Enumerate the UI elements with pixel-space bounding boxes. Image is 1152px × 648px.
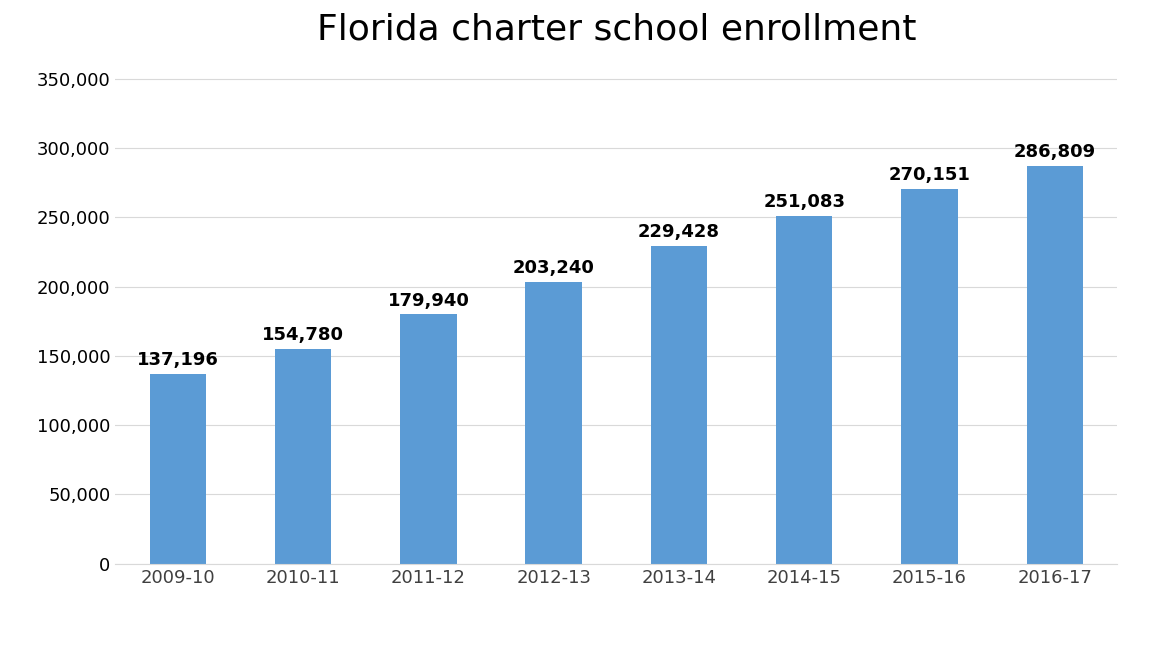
- Text: 229,428: 229,428: [638, 223, 720, 241]
- Bar: [150, 374, 206, 564]
- Bar: [275, 349, 332, 564]
- Text: 270,151: 270,151: [888, 167, 970, 185]
- Text: 203,240: 203,240: [513, 259, 594, 277]
- Text: 286,809: 286,809: [1014, 143, 1096, 161]
- Text: 154,780: 154,780: [263, 327, 344, 344]
- Text: 179,940: 179,940: [387, 292, 469, 310]
- Bar: [1026, 167, 1083, 564]
- Bar: [651, 246, 707, 564]
- Bar: [776, 216, 833, 564]
- Bar: [525, 282, 582, 564]
- Text: 251,083: 251,083: [764, 193, 846, 211]
- Text: 137,196: 137,196: [137, 351, 219, 369]
- Bar: [901, 189, 957, 564]
- Title: Florida charter school enrollment: Florida charter school enrollment: [317, 13, 916, 47]
- Bar: [400, 314, 456, 564]
